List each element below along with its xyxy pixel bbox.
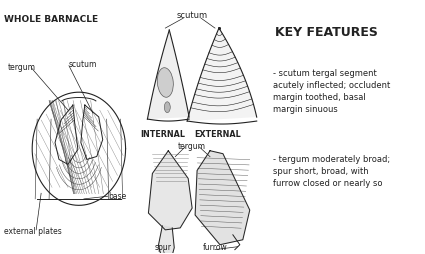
Text: - tergum moderately broad;
spur short, broad, with
furrow closed or nearly so: - tergum moderately broad; spur short, b… (272, 154, 390, 187)
Ellipse shape (164, 102, 170, 113)
Text: scutum: scutum (69, 60, 97, 69)
Text: WHOLE BARNACLE: WHOLE BARNACLE (4, 15, 99, 24)
Text: tergum: tergum (178, 141, 206, 150)
Polygon shape (147, 31, 189, 120)
Text: furrow: furrow (203, 242, 227, 251)
Text: tergum: tergum (7, 63, 35, 72)
Polygon shape (187, 29, 257, 122)
Text: INTERNAL: INTERNAL (140, 130, 185, 138)
Polygon shape (159, 226, 174, 254)
Text: EXTERNAL: EXTERNAL (195, 130, 241, 138)
Text: scutum: scutum (176, 11, 208, 20)
Text: KEY FEATURES: KEY FEATURES (275, 26, 377, 39)
Text: external plates: external plates (4, 226, 62, 235)
Polygon shape (195, 151, 250, 245)
Text: base: base (109, 191, 127, 200)
Polygon shape (148, 151, 192, 230)
Text: - scutum tergal segment
acutely inflected; occludent
margin toothed, basal
margi: - scutum tergal segment acutely inflecte… (272, 68, 390, 114)
Ellipse shape (157, 68, 173, 98)
Text: spur: spur (155, 242, 172, 251)
